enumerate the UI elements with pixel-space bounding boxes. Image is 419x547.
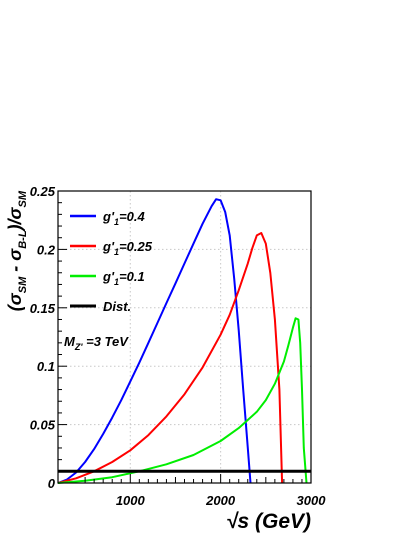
annotation-sub: Z' — [74, 342, 83, 352]
legend-label: g'1=0.4 — [102, 209, 145, 227]
x-tick-label: 3000 — [297, 493, 327, 508]
mass-annotation: MZ' =3 TeV — [64, 334, 129, 352]
x-tick-label: 2000 — [205, 493, 236, 508]
legend-label-main: g' — [102, 239, 115, 254]
ylabel-sub: SM — [17, 190, 29, 207]
y-tick-label: 0.15 — [30, 301, 56, 316]
y-tick-label: 0.1 — [37, 359, 55, 374]
legend-label-rest: =0.1 — [119, 269, 145, 284]
ylabel-sub: SM — [17, 276, 29, 293]
legend-label-main: g' — [102, 209, 115, 224]
annotation-main: M — [64, 334, 76, 349]
y-tick-label: 0.05 — [30, 418, 56, 433]
y-axis-label: (σSM - σB-L)/σSM — [5, 190, 29, 311]
y-tick-label: 0.25 — [30, 184, 56, 199]
legend-label: g'1=0.1 — [102, 269, 145, 287]
legend-label-sub: 1 — [114, 247, 119, 257]
legend-label-rest: =0.25 — [119, 239, 153, 254]
x-axis-label: √s (GeV) — [226, 510, 311, 533]
ylabel-part: )/σ — [5, 206, 25, 232]
x-tick-label: 1000 — [116, 493, 146, 508]
legend-label: g'1=0.25 — [102, 239, 153, 257]
annotation-rest: =3 TeV — [82, 334, 129, 349]
ylabel-part: (σ — [5, 292, 25, 311]
legend-label-sub: 1 — [114, 277, 119, 287]
series-line — [57, 232, 284, 484]
legend-label-main: g' — [102, 269, 115, 284]
ylabel-sub: B-L — [17, 230, 29, 249]
y-tick-label: 0.2 — [37, 242, 56, 257]
legend-label-rest: =0.4 — [119, 209, 145, 224]
legend-label-main: Dist. — [103, 299, 131, 314]
series-line — [57, 198, 252, 484]
legend-label: Dist. — [103, 299, 131, 314]
legend-label-sub: 1 — [114, 217, 119, 227]
ylabel-part: - σ — [5, 248, 25, 277]
series-layer — [57, 198, 311, 484]
tick-layer: 1000 2000 3000 0 0.05 0.1 0.15 0.2 0.25 — [30, 184, 327, 508]
y-tick-label: 0 — [48, 476, 56, 491]
